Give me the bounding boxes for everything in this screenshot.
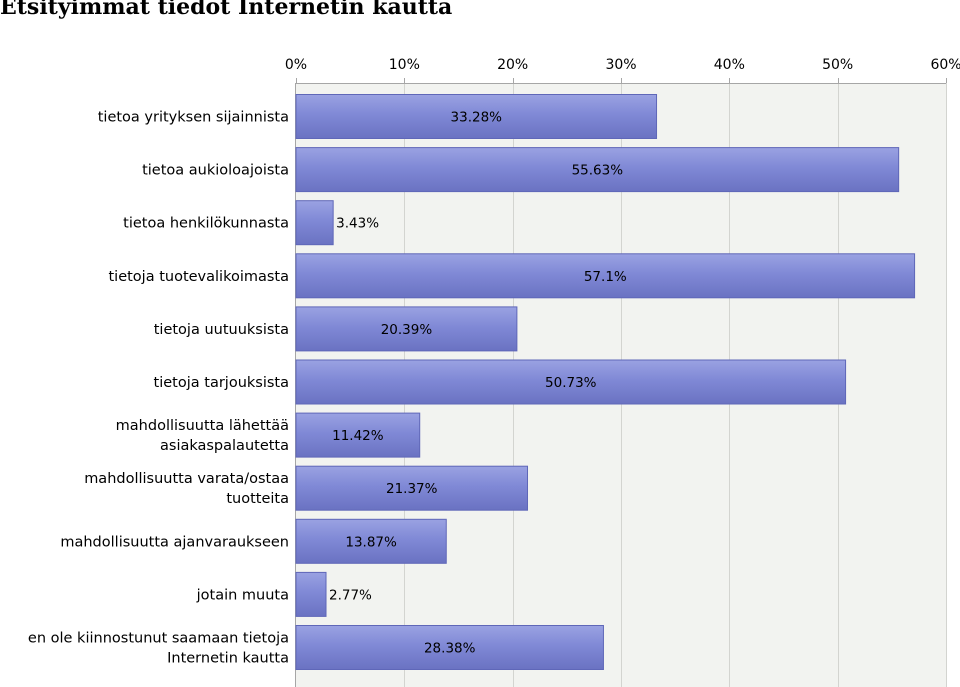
- x-tick-label: 10%: [389, 57, 420, 73]
- x-tick-label: 0%: [285, 57, 307, 73]
- data-label: 20.39%: [381, 322, 433, 338]
- bar: [295, 147, 900, 193]
- category-label: tietoa yrityksen sijainnista: [98, 110, 289, 126]
- bar: [295, 94, 658, 139]
- data-label: 3.43%: [336, 216, 379, 232]
- data-label: 50.73%: [545, 375, 597, 391]
- category-label: tietoa henkilökunnasta: [123, 216, 289, 232]
- category-label: mahdollisuutta lähettää: [116, 418, 289, 434]
- bar: [295, 306, 518, 352]
- bar: [295, 412, 421, 458]
- chart-title: Etsityimmät tiedot Internetin kautta: [0, 0, 453, 20]
- bar: [295, 625, 604, 670]
- x-tick-label: 40%: [714, 57, 745, 73]
- category-label: tietoja tuotevalikoimasta: [108, 269, 289, 285]
- category-labels: tietoa yrityksen sijainnista tietoa aukio…: [28, 110, 289, 667]
- category-label: tietoja tarjouksista: [154, 375, 289, 391]
- bar: [295, 465, 529, 511]
- category-label: tietoa aukioloajoista: [142, 163, 289, 179]
- bar: [295, 518, 447, 564]
- x-tick-label: 60%: [930, 57, 960, 73]
- category-label: asiakaspalautetta: [160, 438, 289, 454]
- data-label: 21.37%: [386, 481, 438, 497]
- data-label: 13.87%: [345, 534, 397, 550]
- data-label: 33.28%: [451, 110, 503, 126]
- bar: [295, 253, 916, 299]
- data-label: 57.1%: [584, 269, 627, 285]
- bar: [295, 571, 327, 617]
- bar: [295, 200, 334, 246]
- category-label: en ole kiinnostunut saamaan tietoja: [28, 631, 289, 647]
- data-label: 28.38%: [424, 641, 476, 657]
- data-label: 55.63%: [572, 163, 624, 179]
- data-label: 2.77%: [329, 587, 372, 603]
- data-label: 11.42%: [332, 428, 384, 444]
- category-label: tuotteita: [226, 491, 289, 507]
- x-tick-label: 50%: [822, 57, 853, 73]
- category-label: jotain muuta: [196, 587, 289, 603]
- bar: [295, 359, 847, 405]
- category-label: Internetin kautta: [167, 651, 289, 667]
- x-tick-label: 20%: [497, 57, 528, 73]
- x-tick-label: 30%: [605, 57, 636, 73]
- category-label: mahdollisuutta varata/ostaa: [84, 471, 289, 487]
- bars: 33.28% 55.63% 3.43% 57.1% 20.39% 50.73% 11.42%…: [295, 94, 916, 670]
- category-label: tietoja uutuuksista: [154, 322, 289, 338]
- category-label: mahdollisuutta ajanvaraukseen: [60, 534, 289, 550]
